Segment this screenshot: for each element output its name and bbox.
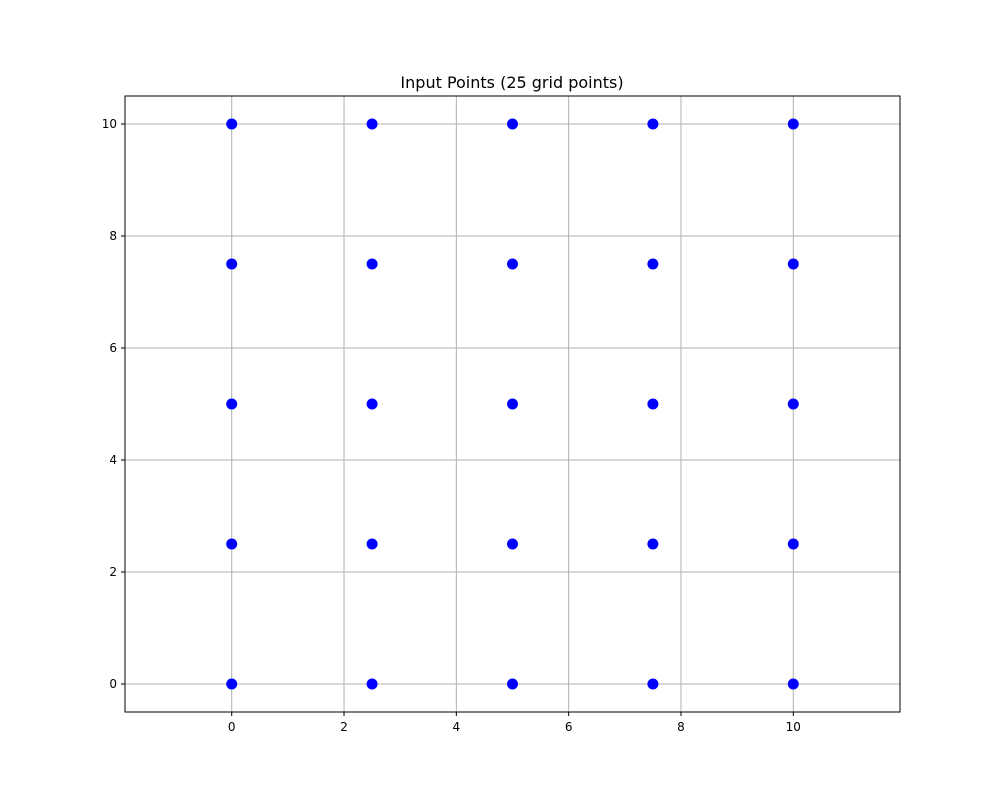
data-point bbox=[366, 118, 378, 130]
data-point bbox=[647, 398, 659, 410]
data-point bbox=[787, 258, 799, 270]
data-point bbox=[507, 538, 518, 550]
plot-frame bbox=[124, 95, 901, 713]
data-point bbox=[647, 118, 659, 130]
axes bbox=[124, 95, 901, 713]
x-tick-label: 4 bbox=[453, 720, 461, 734]
data-point bbox=[787, 398, 799, 410]
x-tick-label: 2 bbox=[340, 720, 348, 734]
data-point bbox=[507, 258, 518, 270]
x-tick-label: 0 bbox=[228, 720, 236, 734]
x-axis-ticks: 0 2 4 6 8 10 bbox=[228, 712, 801, 734]
data-point bbox=[226, 258, 238, 270]
data-point bbox=[226, 678, 238, 690]
y-tick-label: 10 bbox=[102, 117, 117, 131]
data-point bbox=[787, 118, 799, 130]
y-tick-label: 8 bbox=[109, 229, 117, 243]
data-point bbox=[366, 398, 378, 410]
y-tick-label: 0 bbox=[109, 677, 117, 691]
data-point bbox=[647, 678, 659, 690]
y-tick-label: 6 bbox=[109, 341, 117, 355]
y-axis-ticks: 0 2 4 6 8 10 bbox=[102, 117, 125, 691]
data-point bbox=[647, 258, 659, 270]
data-point bbox=[787, 538, 799, 550]
data-point bbox=[366, 678, 378, 690]
y-tick-label: 4 bbox=[109, 453, 117, 467]
data-points bbox=[226, 118, 799, 690]
x-tick-label: 10 bbox=[786, 720, 801, 734]
data-point bbox=[507, 398, 518, 410]
data-point bbox=[366, 258, 378, 270]
x-tick-label: 8 bbox=[677, 720, 685, 734]
data-point bbox=[226, 398, 238, 410]
data-point bbox=[366, 538, 378, 550]
data-point bbox=[507, 118, 518, 130]
data-point bbox=[787, 678, 799, 690]
data-point bbox=[226, 118, 238, 130]
x-tick-label: 6 bbox=[565, 720, 573, 734]
data-point bbox=[507, 678, 518, 690]
chart-title: Input Points (25 grid points) bbox=[400, 73, 623, 92]
data-point bbox=[226, 538, 238, 550]
y-tick-label: 2 bbox=[109, 565, 117, 579]
data-point bbox=[647, 538, 659, 550]
